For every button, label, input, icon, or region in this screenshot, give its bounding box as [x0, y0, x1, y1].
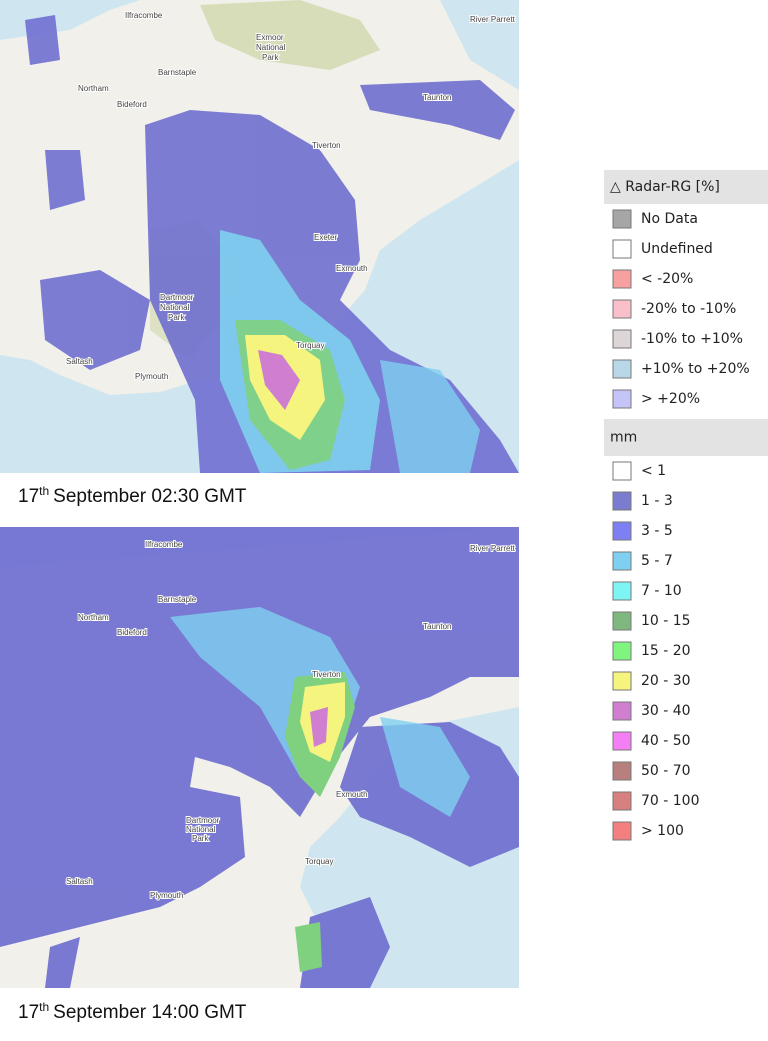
legend-label: 3 - 5: [641, 523, 673, 539]
place-label: Ilfracombe: [145, 540, 183, 549]
caption-text: September 14:00 GMT: [53, 1002, 247, 1023]
place-label: River Parrett: [470, 15, 516, 24]
place-label: Dartmoor: [160, 293, 194, 302]
legend-swatch: [612, 821, 632, 841]
legend-label: 20 - 30: [641, 673, 691, 689]
place-label: Park: [192, 834, 209, 843]
place-label: River Parrett: [470, 544, 516, 553]
place-label: Ilfracombe: [125, 11, 163, 20]
place-label: Plymouth: [150, 891, 183, 900]
caption-text: September 02:30 GMT: [53, 486, 247, 507]
legend-label: 70 - 100: [641, 793, 700, 809]
place-label: Tiverton: [312, 670, 341, 679]
place-label: Barnstaple: [158, 68, 197, 77]
legend-label: No Data: [641, 211, 698, 227]
legend-label: 10 - 15: [641, 613, 691, 629]
legend-title: △ Radar-RG [%]: [610, 179, 720, 195]
radar-map-1: Ilfracombe Exmoor National Park Barnstap…: [0, 0, 519, 473]
legend-label: +10% to +20%: [641, 361, 750, 377]
map-caption: 17th September 02:30 GMT: [18, 484, 247, 507]
place-label: National: [186, 825, 216, 834]
place-label: Exmouth: [336, 790, 368, 799]
place-label: Bideford: [117, 100, 147, 109]
place-label: Northam: [78, 613, 109, 622]
legend-label: > 100: [641, 823, 684, 839]
place-label: Saltash: [66, 877, 93, 886]
legend-label: -20% to -10%: [641, 301, 736, 317]
legend-label: 15 - 20: [641, 643, 691, 659]
legend-swatch: [612, 581, 632, 601]
legend-label: 40 - 50: [641, 733, 691, 749]
legend-swatch: [612, 521, 632, 541]
caption-suffix: th: [39, 1000, 49, 1014]
place-label: Saltash: [66, 357, 93, 366]
legend-label: 5 - 7: [641, 553, 673, 569]
place-label: Exmouth: [336, 264, 368, 273]
legend-label: 50 - 70: [641, 763, 691, 779]
legend-swatch: [612, 701, 632, 721]
legend-swatch: [612, 611, 632, 631]
caption-day: 17: [18, 1002, 39, 1023]
legend-swatch: [612, 671, 632, 691]
legend-header: [604, 170, 768, 204]
legend: △ Radar-RG [%] No Data Undefined < -20% -20%…: [604, 170, 768, 841]
legend-swatch: [612, 389, 632, 409]
place-label: Northam: [78, 84, 109, 93]
legend-label: > +20%: [641, 391, 700, 407]
map-caption: 17th September 14:00 GMT: [18, 1000, 247, 1023]
legend-swatch: [612, 491, 632, 511]
place-label: Park: [262, 53, 279, 62]
caption-day: 17: [18, 486, 39, 507]
legend-swatch: [612, 761, 632, 781]
legend-swatch: [612, 641, 632, 661]
place-label: Taunton: [423, 93, 451, 102]
place-label: Exmoor: [256, 33, 284, 42]
place-label: Dartmoor: [186, 816, 220, 825]
place-label: Barnstaple: [158, 595, 197, 604]
legend-label: -10% to +10%: [641, 331, 743, 347]
legend-header: [604, 419, 768, 456]
place-label: Taunton: [423, 622, 451, 631]
legend-swatch: [612, 551, 632, 571]
legend-swatch: [612, 299, 632, 319]
legend-label: 1 - 3: [641, 493, 673, 509]
legend-swatch: [612, 461, 632, 481]
legend-swatch: [612, 359, 632, 379]
legend-label: < 1: [641, 463, 666, 479]
legend-label: Undefined: [641, 241, 713, 257]
legend-swatch: [612, 269, 632, 289]
legend-swatch: [612, 209, 632, 229]
legend-title: mm: [610, 430, 637, 446]
legend-swatch: [612, 791, 632, 811]
caption-suffix: th: [39, 484, 49, 498]
place-label: Exeter: [314, 233, 337, 242]
place-label: Plymouth: [135, 372, 168, 381]
place-label: Tiverton: [312, 141, 341, 150]
place-label: Torquay: [305, 857, 333, 866]
radar-map-2: Ilfracombe Barnstaple Northam Bideford T…: [0, 527, 519, 988]
place-label: National: [256, 43, 286, 52]
legend-label: 30 - 40: [641, 703, 691, 719]
legend-swatch: [612, 731, 632, 751]
legend-label: < -20%: [641, 271, 693, 287]
legend-swatch: [612, 239, 632, 259]
place-label: Park: [168, 313, 185, 322]
legend-swatch: [612, 329, 632, 349]
place-label: Bideford: [117, 628, 147, 637]
place-label: National: [160, 303, 190, 312]
place-label: Torquay: [296, 341, 324, 350]
legend-label: 7 - 10: [641, 583, 682, 599]
